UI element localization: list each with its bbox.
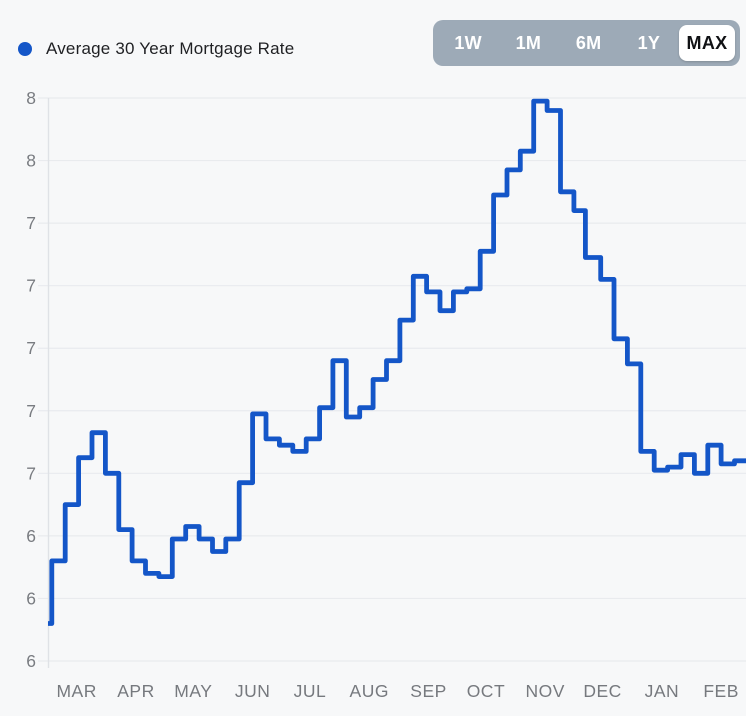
range-button-1w[interactable]: 1W xyxy=(438,25,498,61)
time-range-selector: 1W 1M 6M 1Y MAX xyxy=(433,20,740,66)
y-axis-tick-label: 8 xyxy=(26,88,36,108)
y-axis-tick-label: 6 xyxy=(26,588,36,608)
range-button-1y[interactable]: 1Y xyxy=(619,25,679,61)
y-axis-tick-label: 8 xyxy=(26,151,36,171)
range-button-max[interactable]: MAX xyxy=(679,25,735,61)
x-axis-tick-label: MAR xyxy=(56,681,96,701)
y-axis-tick-label: 7 xyxy=(26,401,36,421)
x-axis-tick-label: JAN xyxy=(645,681,680,701)
x-axis-tick-label: JUN xyxy=(235,681,271,701)
y-axis-tick-label: 7 xyxy=(26,213,36,233)
x-axis-tick-label: DEC xyxy=(583,681,621,701)
range-button-1m[interactable]: 1M xyxy=(498,25,558,61)
x-axis-tick-label: NOV xyxy=(525,681,564,701)
x-axis-tick-label: APR xyxy=(117,681,154,701)
y-axis-tick-label: 6 xyxy=(26,526,36,546)
series-color-dot-icon xyxy=(18,42,32,56)
legend-label: Average 30 Year Mortgage Rate xyxy=(46,39,295,58)
x-axis-tick-label: SEP xyxy=(410,681,447,701)
chart-legend: Average 30 Year Mortgage Rate xyxy=(18,39,295,58)
range-button-6m[interactable]: 6M xyxy=(559,25,619,61)
rate-series-line xyxy=(48,98,746,626)
x-axis-tick-label: OCT xyxy=(467,681,505,701)
y-axis-tick-label: 7 xyxy=(26,338,36,358)
y-axis-tick-label: 7 xyxy=(26,463,36,483)
x-axis-tick-label: JUL xyxy=(294,681,327,701)
x-axis-tick-label: AUG xyxy=(350,681,389,701)
x-axis-tick-label: FEB xyxy=(703,681,739,701)
y-axis-tick-label: 6 xyxy=(26,651,36,671)
y-axis-tick-label: 7 xyxy=(26,276,36,296)
x-axis-tick-label: MAY xyxy=(174,681,212,701)
